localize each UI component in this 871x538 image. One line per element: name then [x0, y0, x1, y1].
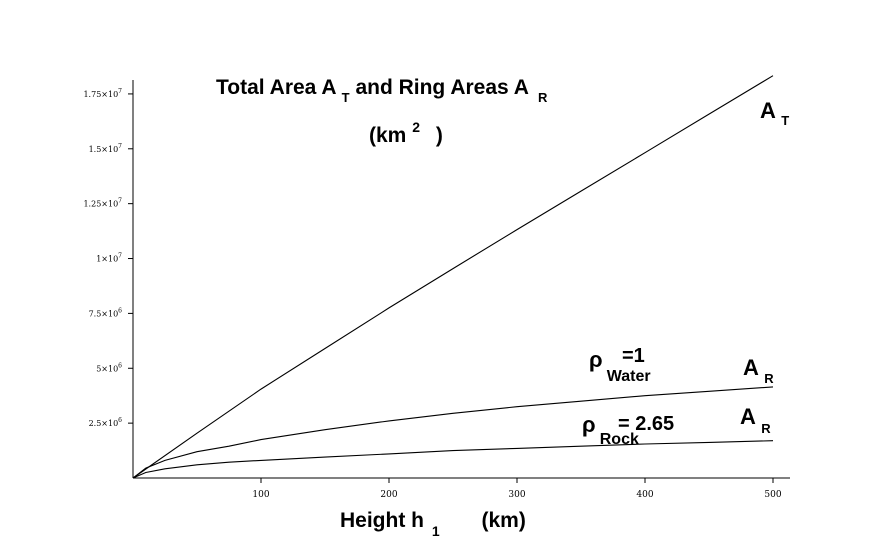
rho-rock-eq: = 2.65	[618, 413, 674, 435]
x-tick-label: 200	[380, 490, 397, 500]
y-tick-label: 7.5×106	[89, 307, 123, 318]
xlabel-unit: (km)	[481, 509, 525, 532]
y-tick-label: 2.5×106	[89, 417, 123, 428]
x-ticks: 100 200 300 400 500	[252, 478, 782, 500]
unit-open: (km	[369, 124, 406, 147]
y-tick-label: 1.5×107	[89, 143, 123, 154]
label-at-main: A	[760, 98, 776, 123]
xlabel-sub: 1	[432, 523, 440, 538]
label-at-sub: T	[781, 113, 789, 128]
label-at: A T	[760, 98, 789, 128]
unit-exp: 2	[412, 119, 420, 135]
rho-water-eq: =1	[622, 345, 645, 367]
x-tick-label: 400	[636, 490, 653, 500]
rho-rock-symbol: ρ	[582, 412, 596, 437]
chart-title: Total Area A T and Ring Areas A R	[216, 76, 548, 107]
y-ticks: 2.5×106 5×106 7.5×106 1×107 1.25×107 1.5×107 1…	[83, 88, 133, 428]
series-layer	[132, 75, 774, 479]
series-line-0	[132, 75, 774, 479]
chart-unit: (km 2 )	[369, 114, 443, 147]
rho-water-symbol: ρ	[589, 347, 603, 372]
unit-close: )	[436, 124, 443, 147]
title-mid: and Ring Areas A	[355, 76, 528, 99]
label-rho-water: ρ Water =1	[589, 345, 657, 386]
y-tick-label: 1.25×107	[83, 198, 122, 209]
label-rho-rock: ρ Rock = 2.65	[582, 412, 674, 449]
label-ar-water: A R	[743, 355, 774, 386]
y-tick-label: 1×107	[96, 253, 122, 264]
x-tick-label: 100	[252, 490, 269, 500]
label-ar-rock: A R	[740, 404, 771, 436]
label-ar-water-main: A	[743, 355, 759, 380]
axes	[132, 80, 790, 479]
label-ar-rock-main: A	[740, 404, 756, 429]
series-line-2	[132, 440, 774, 479]
label-ar-rock-sub: R	[761, 421, 771, 436]
rho-water-sub: Water	[607, 368, 651, 385]
series-line-1	[132, 386, 774, 479]
rho-rock-sub: Rock	[600, 431, 639, 448]
x-tick-label: 500	[764, 490, 781, 500]
y-tick-label: 1.75×107	[83, 88, 122, 99]
label-ar-water-sub: R	[764, 371, 774, 386]
xlabel-main: Height h	[340, 509, 424, 532]
x-tick-label: 300	[508, 490, 525, 500]
x-axis-label: Height h 1 (km)	[340, 509, 526, 538]
title-sub-r: R	[538, 90, 548, 105]
title-main: Total Area A	[216, 76, 336, 99]
title-sub-t: T	[342, 90, 350, 105]
y-tick-label: 5×106	[96, 362, 122, 373]
